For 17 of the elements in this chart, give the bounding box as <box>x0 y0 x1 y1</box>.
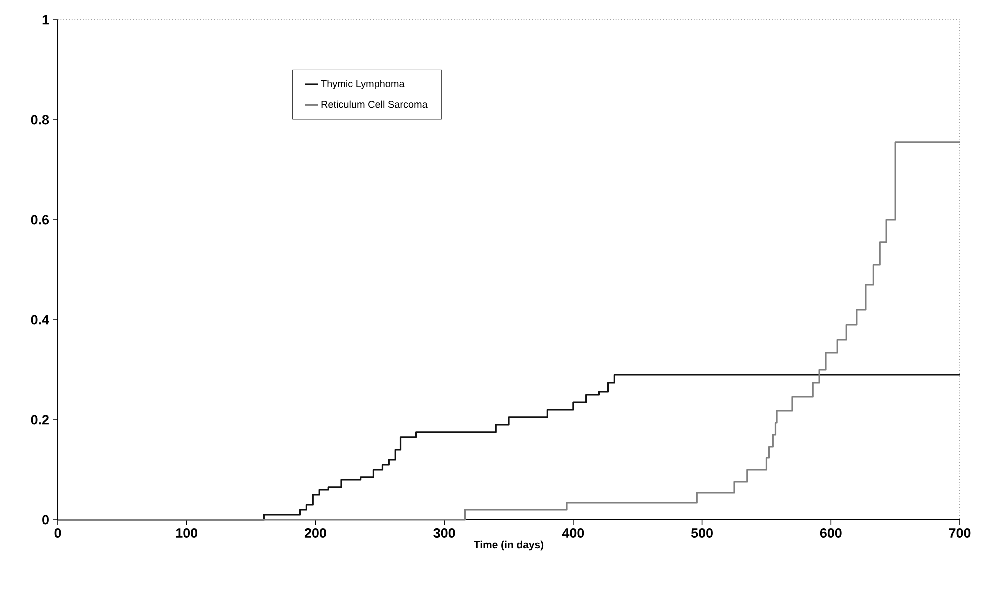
legend-label: Reticulum Cell Sarcoma <box>322 100 428 108</box>
x-tick-label: 400 <box>562 528 584 538</box>
x-axis-title: Time (in days) <box>474 540 544 551</box>
x-tick-label: 600 <box>820 528 842 538</box>
y-tick-label: 0.8 <box>31 115 50 125</box>
legend-label: Thymic Lymphoma <box>321 80 405 90</box>
x-tick-label: 300 <box>434 528 456 538</box>
x-tick-label: 100 <box>176 528 198 538</box>
y-tick-label: 0.4 <box>31 315 50 325</box>
x-tick-label: 0 <box>54 528 62 538</box>
x-tick-label: 200 <box>304 528 326 538</box>
y-tick-label: 1 <box>42 15 50 25</box>
x-tick-label: 700 <box>949 528 971 538</box>
y-tick-label: 0.6 <box>31 215 50 225</box>
y-tick-label: 0 <box>42 515 49 525</box>
y-tick-label: 0.2 <box>31 415 49 425</box>
x-tick-label: 500 <box>691 528 713 538</box>
